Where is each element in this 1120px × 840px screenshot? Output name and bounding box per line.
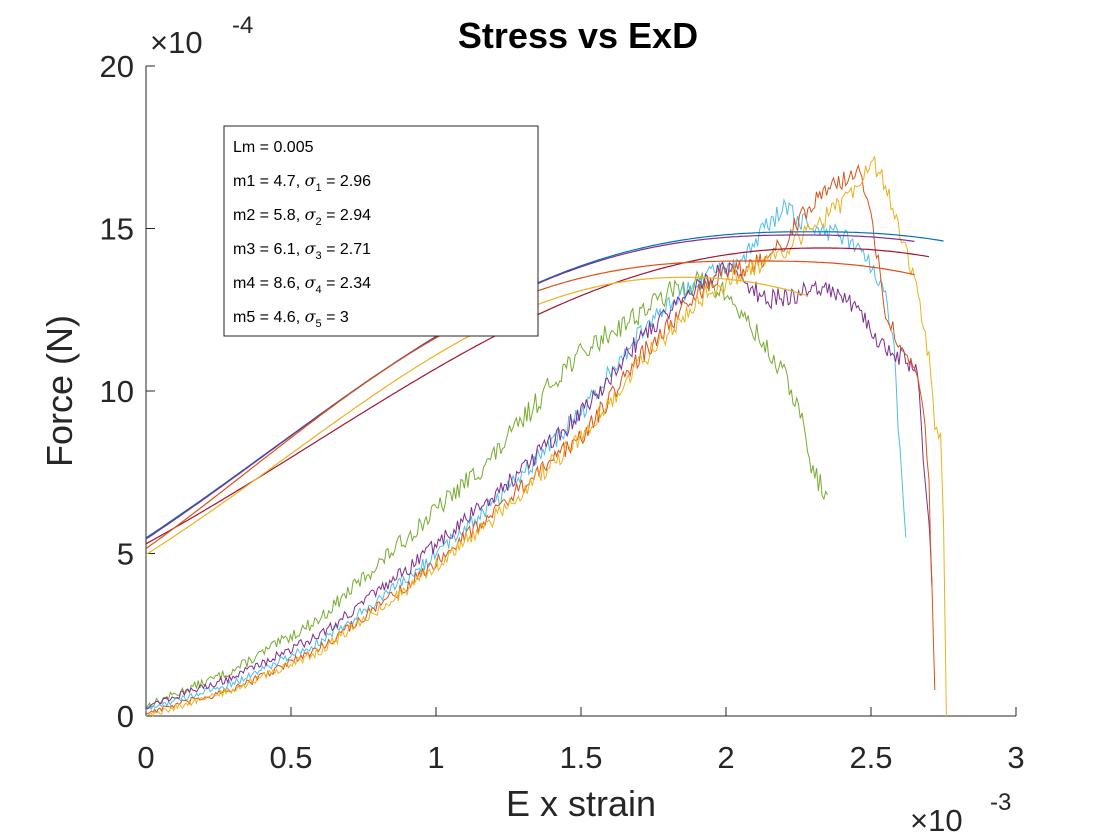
- y-tick-label: 15: [100, 212, 134, 247]
- y-ticks: 0 5 10 15 20: [100, 49, 155, 734]
- y-multiplier-text: ×10: [150, 25, 203, 60]
- x-tick-label: 0: [137, 740, 154, 775]
- annotation-line: m1 = 4.7, σ1 = 2.96: [233, 171, 371, 194]
- x-tick-label: 2: [717, 740, 734, 775]
- measured-curve-line: [145, 156, 947, 718]
- y-tick-label: 5: [117, 537, 134, 572]
- x-tick-label: 3: [1007, 740, 1024, 775]
- measured-curve-line: [145, 163, 936, 715]
- x-exponent-label: ×10 -3: [910, 789, 1011, 838]
- y-tick-label: 10: [100, 374, 134, 409]
- x-tick-label: 2.5: [849, 740, 892, 775]
- x-exponent-text: -3: [990, 789, 1011, 816]
- annotation-line: m5 = 4.6, σ5 = 3: [233, 307, 349, 330]
- y-axis-label: Force (N): [39, 315, 80, 467]
- annotation-lines: Lm = 0.005 m1 = 4.7, σ1 = 2.96 m2 = 5.8, σ…: [233, 139, 371, 330]
- y-exponent-text: -4: [232, 12, 253, 39]
- annotation-line: Lm = 0.005: [233, 139, 314, 156]
- x-ticks: 0 0.5 1 1.5 2 2.5 3: [137, 707, 1025, 775]
- annotation-line: m4 = 8.6, σ4 = 2.34: [233, 273, 371, 296]
- measured-curve-line: [145, 261, 933, 710]
- axes: 0 0.5 1 1.5 2 2.5 3 0 5 10 15 20: [100, 49, 1025, 775]
- measured-curve-line: [145, 198, 907, 711]
- annotation-box-frame: [223, 125, 539, 337]
- measured-curve-line: [145, 270, 828, 709]
- chart-title: Stress vs ExD: [458, 15, 698, 56]
- annotation-box: Lm = 0.005 m1 = 4.7, σ1 = 2.96 m2 = 5.8, σ…: [223, 125, 539, 337]
- x-tick-label: 1.5: [559, 740, 602, 775]
- y-tick-label: 0: [117, 699, 134, 734]
- y-exponent-label: ×10 -4: [150, 12, 253, 60]
- annotation-line: m3 = 6.1, σ3 = 2.71: [233, 239, 371, 262]
- annotation-line: m2 = 5.8, σ2 = 2.94: [233, 205, 371, 228]
- x-multiplier-text: ×10: [910, 803, 963, 838]
- y-tick-label: 20: [100, 49, 134, 84]
- x-axis-label: E x strain: [506, 783, 656, 824]
- x-tick-label: 1: [427, 740, 444, 775]
- x-tick-label: 0.5: [269, 740, 312, 775]
